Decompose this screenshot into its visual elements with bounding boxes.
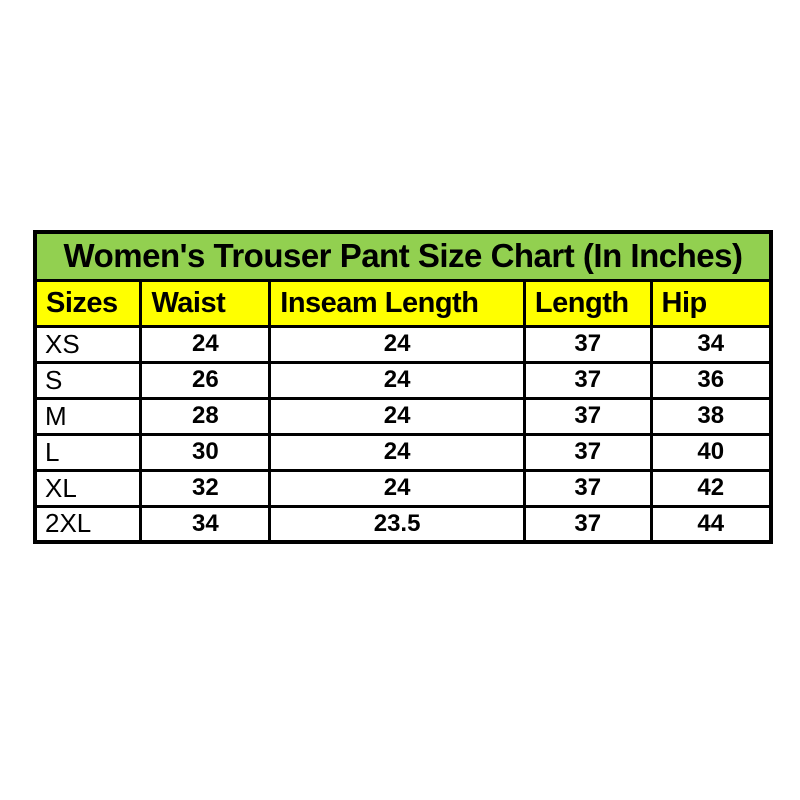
table-row-2xl: 2XL 34 23.5 37 44 [33, 504, 773, 544]
size-cell: XL [33, 468, 143, 508]
table-row-xl: XL 32 24 37 42 [33, 468, 773, 508]
column-header-inseam-length: Inseam Length [268, 278, 526, 328]
table-row-s: S 26 24 37 36 [33, 360, 773, 400]
hip-value: 44 [649, 504, 773, 544]
hip-value: 40 [649, 432, 773, 472]
length-value: 37 [522, 432, 653, 472]
length-value: 37 [522, 504, 653, 544]
waist-value: 26 [139, 360, 272, 400]
column-header-hip: Hip [649, 278, 773, 328]
table-row-xs: XS 24 24 37 34 [33, 324, 773, 364]
waist-value: 32 [139, 468, 272, 508]
length-value: 37 [522, 468, 653, 508]
column-header-sizes: Sizes [33, 278, 143, 328]
size-cell: L [33, 432, 143, 472]
size-cell: XS [33, 324, 143, 364]
waist-value: 24 [139, 324, 272, 364]
hip-value: 42 [649, 468, 773, 508]
length-value: 37 [522, 360, 653, 400]
column-header-waist: Waist [139, 278, 272, 328]
column-header-row: Sizes Waist Inseam Length Length Hip [33, 278, 773, 328]
waist-value: 34 [139, 504, 272, 544]
waist-value: 28 [139, 396, 272, 436]
waist-value: 30 [139, 432, 272, 472]
size-cell: M [33, 396, 143, 436]
length-value: 37 [522, 324, 653, 364]
size-chart-table: Women's Trouser Pant Size Chart (In Inch… [33, 230, 773, 544]
table-row-l: L 30 24 37 40 [33, 432, 773, 472]
hip-value: 36 [649, 360, 773, 400]
inseam-value: 24 [268, 432, 526, 472]
size-cell: 2XL [33, 504, 143, 544]
inseam-value: 24 [268, 468, 526, 508]
chart-title: Women's Trouser Pant Size Chart (In Inch… [33, 230, 773, 282]
hip-value: 38 [649, 396, 773, 436]
inseam-value: 23.5 [268, 504, 526, 544]
column-header-length: Length [522, 278, 653, 328]
title-row: Women's Trouser Pant Size Chart (In Inch… [33, 230, 773, 282]
inseam-value: 24 [268, 396, 526, 436]
inseam-value: 24 [268, 324, 526, 364]
length-value: 37 [522, 396, 653, 436]
size-cell: S [33, 360, 143, 400]
inseam-value: 24 [268, 360, 526, 400]
table-row-m: M 28 24 37 38 [33, 396, 773, 436]
hip-value: 34 [649, 324, 773, 364]
size-chart: Women's Trouser Pant Size Chart (In Inch… [33, 230, 773, 544]
